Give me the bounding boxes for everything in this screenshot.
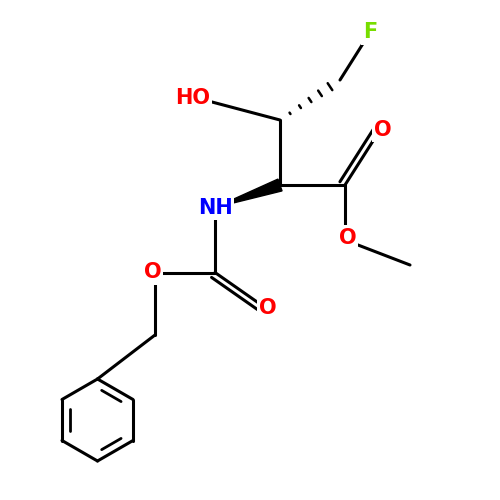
Text: O: O <box>144 262 162 282</box>
Text: O: O <box>338 228 356 248</box>
Text: F: F <box>363 22 377 42</box>
Text: O: O <box>258 298 276 318</box>
Text: O: O <box>374 120 392 140</box>
Text: HO: HO <box>175 88 210 108</box>
Text: NH: NH <box>198 198 232 218</box>
Polygon shape <box>215 179 282 208</box>
